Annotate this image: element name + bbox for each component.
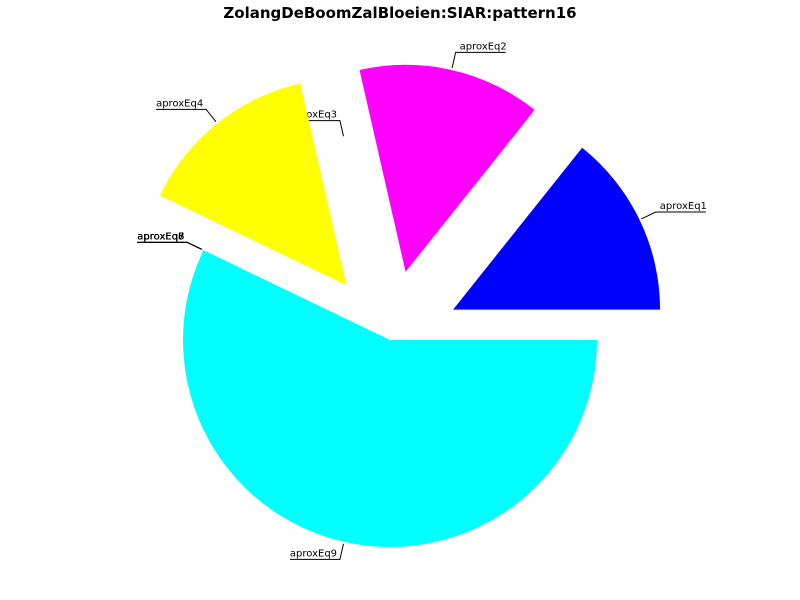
leader-line [137,241,202,250]
pie-slice [359,64,535,272]
pie-slice [182,250,597,548]
leader-line [641,211,706,220]
leader-line [451,51,506,69]
slice-label: aproxEq4 [156,98,203,109]
chart-title: ZolangDeBoomZalBloeien:SIAR:pattern16 [223,4,576,22]
slice-label: aproxEq2 [460,41,507,52]
slice-label: aproxEq6 [137,231,184,242]
leader-line [137,241,202,250]
leader-line [289,543,344,560]
slice-label: aproxEq7 [137,231,184,242]
slice-label: aproxEq9 [290,548,337,559]
slice-label: aproxEq5 [137,231,184,242]
pie-slice [159,83,347,286]
leader-line [137,241,202,250]
slice-label: aproxEq3 [290,110,337,121]
leader-line [137,241,202,250]
leader-line [156,108,217,123]
slice-label: aproxEq1 [660,201,707,212]
slice-label: aproxEq8 [137,231,184,242]
pie-slice [453,147,661,310]
